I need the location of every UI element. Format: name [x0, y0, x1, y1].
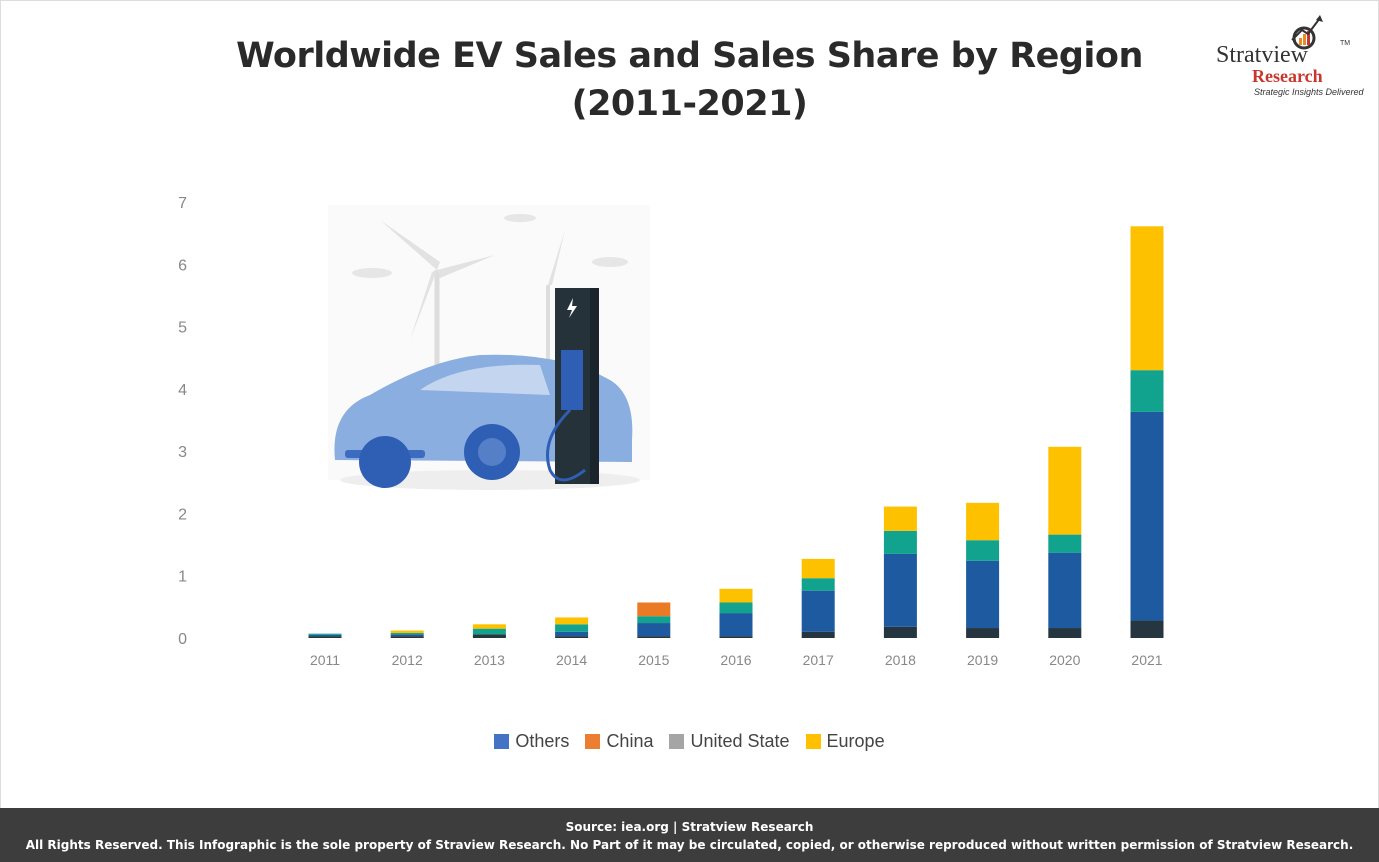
legend-swatch — [669, 734, 685, 749]
legend-label: United State — [690, 731, 790, 751]
x-tick-label: 2013 — [474, 652, 505, 668]
x-tick-label: 2016 — [720, 652, 751, 668]
x-tick-label: 2021 — [1131, 652, 1162, 668]
magnifier-chart-icon — [1291, 15, 1323, 50]
stacked-bar-chart: 0 1 2 3 4 5 6 7 2011 2012 2013 2014 2015 2016 2017 201… — [178, 195, 1164, 668]
legend-label: China — [606, 731, 654, 751]
x-tick-label: 2019 — [967, 652, 998, 668]
x-tick-label: 2017 — [803, 652, 834, 668]
chart-subtitle: (2011-2021) — [571, 84, 808, 124]
footer: Source: iea.org | Stratview Research All… — [0, 808, 1379, 862]
bar-segment-2019-1 — [966, 560, 1000, 629]
bar-segment-2012-3 — [390, 630, 424, 634]
x-tick-label: 2018 — [885, 652, 916, 668]
bar-segment-2012-2 — [390, 633, 424, 635]
y-tick-label: 4 — [178, 382, 187, 399]
bar-segment-2011-1 — [308, 634, 342, 637]
y-tick-label: 6 — [178, 257, 187, 274]
chart-title: Worldwide EV Sales and Sales Share by Re… — [236, 36, 1143, 76]
y-tick-label: 2 — [178, 506, 187, 523]
bar-segment-2012-1 — [390, 634, 424, 637]
bar-segment-2013-3 — [472, 624, 506, 629]
stratview-logo: Stratview TM Research Strategic Insights… — [1212, 14, 1372, 104]
legend-label: Europe — [826, 731, 885, 751]
legend-swatch — [494, 734, 510, 749]
bar-segment-2021-3 — [1130, 226, 1164, 371]
bar-segment-2014-0 — [555, 636, 589, 638]
bar-segment-2017-2 — [801, 578, 835, 591]
x-tick-label: 2012 — [392, 652, 423, 668]
legend-swatch — [585, 734, 601, 749]
bar-segment-2020-1 — [1048, 552, 1082, 629]
bar-segment-2015-1 — [637, 623, 671, 637]
bar-segment-2020-0 — [1048, 628, 1082, 638]
bar-segment-2014-1 — [555, 631, 589, 637]
x-tick-label: 2014 — [556, 652, 587, 668]
x-tick-label: 2020 — [1049, 652, 1080, 668]
bar-segment-2017-0 — [801, 631, 835, 638]
bar-segment-2013-0 — [472, 634, 506, 638]
legend-swatch — [805, 734, 821, 749]
bar-segment-2015-4 — [637, 602, 671, 617]
legend-item: Others — [494, 731, 569, 752]
y-tick-label: 3 — [178, 444, 187, 461]
legend-label: Others — [515, 731, 570, 751]
bar-segment-2020-2 — [1048, 534, 1082, 553]
x-tick-label: 2011 — [310, 652, 340, 668]
y-tick-label: 1 — [178, 569, 187, 586]
bar-segment-2021-2 — [1130, 370, 1164, 412]
legend-item: Europe — [805, 731, 885, 752]
bar-segment-2014-2 — [555, 624, 589, 632]
bar-segment-2019-3 — [966, 502, 1000, 541]
bar-segment-2020-3 — [1048, 446, 1082, 535]
bar-segment-2012-0 — [390, 636, 424, 638]
bar-segment-2018-2 — [883, 530, 917, 554]
bar-segment-2018-0 — [883, 626, 917, 638]
chart-legend: Others China United State Europe — [0, 731, 1379, 752]
bar-segment-2021-0 — [1130, 620, 1164, 638]
bar-segment-2018-1 — [883, 553, 917, 627]
legend-item: China — [585, 731, 653, 752]
bar-segment-2021-1 — [1130, 411, 1164, 621]
bar-segment-2016-2 — [719, 602, 753, 614]
footer-source: Source: iea.org | Stratview Research — [565, 820, 814, 834]
y-tick-label: 7 — [178, 195, 187, 212]
bar-segment-2019-0 — [966, 628, 1000, 638]
ev-illustration — [328, 205, 650, 490]
bar-segment-2016-0 — [719, 636, 753, 638]
y-tick-label: 0 — [178, 631, 187, 648]
x-tick-label: 2015 — [638, 652, 669, 668]
legend-item: United State — [669, 731, 790, 752]
bar-segment-2015-0 — [637, 636, 671, 638]
bar-segment-2011-2 — [308, 633, 342, 635]
bar-segment-2016-3 — [719, 588, 753, 603]
bar-segment-2019-2 — [966, 540, 1000, 561]
bar-segment-2013-2 — [472, 628, 506, 635]
bar-segment-2017-3 — [801, 558, 835, 579]
bar-segment-2015-2 — [637, 616, 671, 624]
bar-segment-2016-1 — [719, 613, 753, 637]
bar-segment-2017-1 — [801, 590, 835, 632]
y-tick-label: 5 — [178, 320, 187, 337]
bar-segment-2014-3 — [555, 617, 589, 625]
bar-segment-2018-3 — [883, 506, 917, 531]
bar-segment-2011-0 — [308, 636, 342, 638]
footer-rights: All Rights Reserved. This Infographic is… — [25, 838, 1354, 852]
